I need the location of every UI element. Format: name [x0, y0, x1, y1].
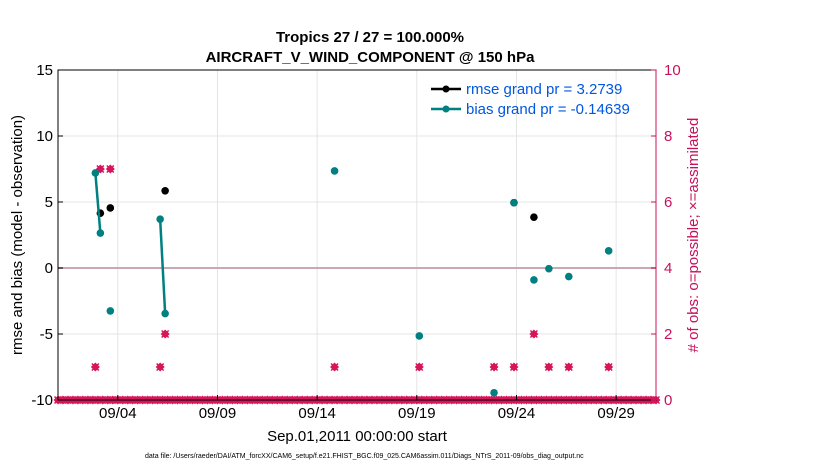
obs-count-marker-cross: [564, 362, 573, 372]
y-axis-right: 0 2 4 6 8 10: [651, 62, 681, 409]
y2-axis-label: # of obs: o=possible; ×=assimilated: [685, 118, 702, 353]
y2-tick-label: 2: [664, 326, 672, 343]
obs-count-marker-cross: [490, 362, 499, 372]
x-axis-label: Sep.01,2011 00:00:00 start: [267, 428, 448, 445]
bias-point: [510, 198, 518, 207]
bias-point: [106, 307, 115, 315]
legend-rmse-marker: [442, 85, 450, 93]
x-tick-label: 09/29: [597, 405, 635, 422]
x-tick-label: 09/24: [498, 405, 536, 422]
obs-count-marker-cross: [330, 362, 339, 372]
bias-point: [564, 272, 573, 281]
obs-count-marker-cross: [509, 362, 519, 372]
y-tick-label: 5: [45, 194, 53, 211]
y2-tick-label: 8: [664, 128, 672, 145]
obs-count-marker-cross: [529, 329, 538, 339]
x-tick-label: 09/09: [199, 405, 237, 422]
y2-tick-label: 0: [664, 392, 672, 409]
bias-series: [91, 167, 613, 397]
chart-title: Tropics 27 / 27 = 100.000%: [276, 29, 464, 46]
obs-count-marker-cross: [156, 362, 165, 372]
y2-tick-label: 4: [664, 260, 672, 277]
y-tick-label: 15: [36, 62, 53, 79]
bias-point: [96, 229, 105, 237]
legend: rmse grand pr = 3.2739 bias grand pr = -…: [431, 81, 630, 118]
x-tick-label: 09/19: [398, 405, 436, 422]
bias-point: [330, 167, 339, 175]
obs-count-marker-cross: [415, 362, 424, 372]
bias-point: [415, 332, 424, 340]
bias-point: [604, 247, 613, 255]
y-tick-label: 10: [36, 128, 53, 145]
series-layer: [91, 167, 613, 397]
bias-point: [530, 276, 538, 284]
bias-point: [490, 388, 498, 397]
y2-tick-label: 6: [664, 194, 672, 211]
bias-point: [545, 264, 553, 273]
x-tick-label: 09/04: [99, 405, 137, 422]
rmse-point: [106, 204, 115, 212]
rmse-point: [161, 186, 169, 195]
y-tick-label: -10: [31, 392, 53, 409]
rmse-point: [530, 213, 538, 221]
legend-rmse-label: rmse grand pr = 3.2739: [466, 81, 622, 98]
bias-point: [91, 169, 100, 177]
obs-count-marker-cross: [161, 329, 170, 339]
y-axis-left: -10 -5 0 5 10 15: [31, 62, 63, 409]
bias-line: [158, 219, 167, 314]
x-axis: 09/04 09/09 09/14 09/19 09/24 09/29: [99, 395, 635, 422]
bias-point: [156, 215, 164, 223]
legend-bias-marker: [442, 105, 450, 113]
y-axis-label: rmse and bias (model - observation): [9, 115, 26, 355]
legend-bias-label: bias grand pr = -0.14639: [466, 101, 630, 118]
y2-tick-label: 10: [664, 62, 681, 79]
y-tick-label: 0: [45, 260, 53, 277]
bias-line: [94, 172, 102, 234]
chart-subtitle: AIRCRAFT_V_WIND_COMPONENT @ 150 hPa: [206, 49, 536, 66]
obs-count-marker-cross: [106, 164, 115, 174]
footer-data-file: data file: /Users/raeder/DAI/ATM_forcXX/…: [145, 453, 584, 460]
obs-count-marker-cross: [91, 362, 100, 372]
obs-count-marker-cross: [544, 362, 553, 372]
bias-point: [161, 309, 169, 318]
x-tick-label: 09/14: [298, 405, 336, 422]
obs-count-marker-cross: [604, 362, 613, 372]
y-tick-label: -5: [40, 326, 53, 343]
